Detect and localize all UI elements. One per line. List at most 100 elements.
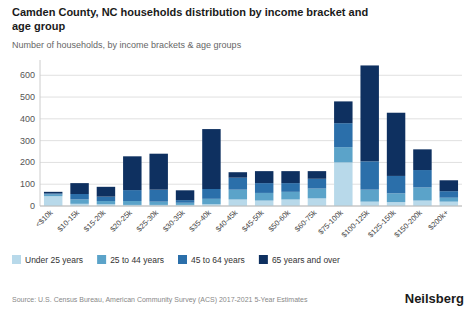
legend-label: 65 years and over [272,255,340,265]
bar-segment [440,191,458,198]
bar-segment [413,149,431,170]
x-tick-label: $35-40k [187,208,213,234]
bar-segment [70,194,88,199]
bar-segment [281,183,299,192]
bar-segment [360,161,378,189]
x-tick-label: $45-50k [240,208,266,234]
y-tick-label: 300 [20,136,35,146]
legend-label: 45 to 64 years [191,255,245,265]
bar-segment [308,189,326,199]
bar-segment [202,129,220,189]
bar-segment [334,162,352,206]
bar-segment [255,193,273,201]
y-tick-label: 100 [20,179,35,189]
legend-swatch [259,255,268,264]
bar-segment [440,180,458,191]
bar-segment [413,187,431,200]
y-tick-label: 200 [20,157,35,167]
bar-segment [44,193,62,194]
bar-segment [123,190,141,201]
x-tick-label: $50-60k [266,208,292,234]
grid-line [40,206,462,207]
bar-segment [123,156,141,190]
x-tick-label: $40-45k [214,208,240,234]
x-tick-label: $20-25k [108,208,134,234]
bar-segment [360,65,378,161]
legend-swatch [12,255,21,264]
legend-swatch [178,255,187,264]
bar-segment [334,123,352,147]
bar-segment [281,199,299,206]
chart: Camden County, NC households distributio… [0,0,474,316]
bar-segment [387,193,405,202]
bar-segment [176,203,194,205]
x-tick-label: $10-15k [55,208,81,234]
bar-segment [97,201,115,204]
bar-segment [44,192,62,194]
bar-segment [149,154,167,190]
x-tick-label: $25-30k [135,208,161,234]
bar-segment [229,190,247,200]
y-tick-label: 0 [30,201,35,211]
bar-segment [360,202,378,206]
subtitle: Number of households, by income brackets… [12,40,242,50]
x-tick-label: $150-200k [392,208,424,240]
bar-segment [387,176,405,193]
bar-segment [308,179,326,189]
bar-segment [123,201,141,205]
bar-segment [255,171,273,183]
bars [44,65,458,206]
bar-segment [413,201,431,206]
branding: Neilsberg [405,291,464,306]
bar-segment [70,183,88,194]
bar-segment [202,199,220,204]
bar-segment [413,170,431,187]
bar-segment [44,194,62,196]
legend-label: 25 to 44 years [110,255,164,265]
bar-segment [281,192,299,200]
bar-segment [149,202,167,205]
bar-segment [360,190,378,202]
x-tick-label: $60-75k [293,208,319,234]
x-tick-label: $30-35k [161,208,187,234]
y-tick-label: 400 [20,114,35,124]
title: Camden County, NC households distributio… [12,6,368,32]
bar-segment [229,199,247,206]
bar-segment [440,202,458,206]
legend: Under 25 years 25 to 44 years 45 to 64 yea… [12,255,340,265]
bar-segment [440,198,458,202]
bar-segment [255,183,273,193]
source: Source: U.S. Census Bureau, American Com… [12,296,308,304]
bar-segment [229,178,247,190]
title-line: Camden County, NC households distributio… [12,6,368,18]
y-tick-label: 500 [20,92,35,102]
bar-segment [229,172,247,177]
bar-segment [387,202,405,206]
bar-segment [308,171,326,179]
x-axis-line [40,206,462,207]
bar-segment [176,200,194,203]
bar-segment [149,190,167,202]
grid [40,75,462,206]
bar-segment [281,171,299,183]
legend-label: Under 25 years [25,255,83,265]
x-tick-label: <$10k [34,208,55,229]
bar-segment [97,187,115,197]
bar-segment [44,196,62,206]
title-line: age group [12,20,65,32]
bar-segment [70,199,88,203]
bar-segment [387,113,405,176]
bar-segment [334,101,352,123]
bar-segment [202,189,220,199]
x-tick-label: $15-20k [82,208,108,234]
legend-swatch [97,255,106,264]
bar-segment [255,201,273,206]
x-tick-label: $200k+ [426,208,450,232]
y-tick-label: 600 [20,70,35,80]
grid-line [40,97,462,98]
bar-segment [308,198,326,206]
y-axis-line [40,60,41,206]
bar-segment [97,197,115,201]
bar-segment [334,147,352,162]
bar-segment [176,190,194,200]
